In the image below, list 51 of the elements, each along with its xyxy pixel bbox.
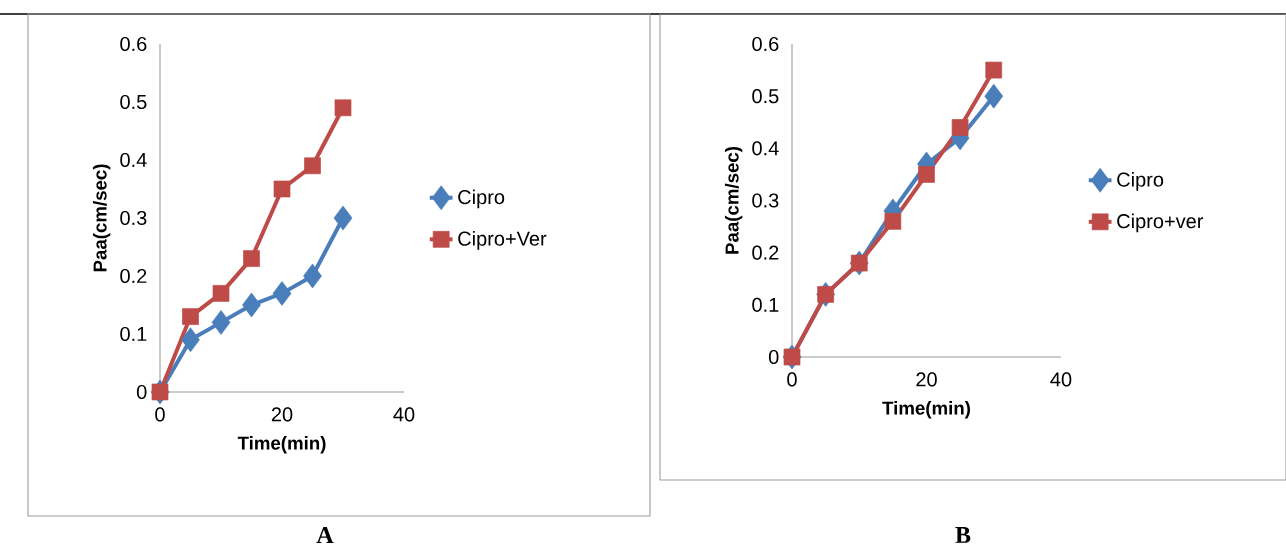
legend-label: Cipro+ver <box>1117 213 1204 233</box>
y-tick-label: 0.1 <box>752 297 779 312</box>
point <box>984 83 1004 109</box>
point <box>243 250 260 267</box>
point <box>884 213 902 230</box>
y-tick-label: 0.4 <box>752 141 779 156</box>
point <box>985 61 1003 79</box>
x-axis-title: Time(min) <box>882 401 970 419</box>
point <box>212 285 230 302</box>
point <box>334 99 352 117</box>
y-tick-label: 0.1 <box>120 326 147 342</box>
point <box>151 383 169 401</box>
y-tick-label: 0.2 <box>752 245 779 260</box>
point <box>242 292 261 318</box>
point <box>333 205 353 231</box>
point <box>303 263 322 289</box>
x-tick-label: 40 <box>393 407 415 422</box>
x-tick-label: 0 <box>787 372 797 387</box>
y-tick-label: 0.4 <box>120 152 147 168</box>
point <box>951 119 969 136</box>
legend-label: Cipro+Ver <box>458 231 547 250</box>
point <box>817 286 834 303</box>
legend-label: Cipro <box>1117 172 1164 191</box>
y-tick-label: 0 <box>136 384 147 400</box>
point <box>182 308 199 325</box>
y-axis-title: Paa(cm/sec) <box>92 164 111 272</box>
y-tick-label: 0.2 <box>120 268 147 284</box>
y-tick-label: 0 <box>768 349 779 365</box>
x-axis-title: Time(min) <box>237 436 326 454</box>
point <box>272 281 292 306</box>
point <box>783 348 801 366</box>
legend-label: Cipro <box>458 189 505 209</box>
y-tick-label: 0.5 <box>120 94 147 110</box>
y-tick-label: 0.3 <box>752 193 779 208</box>
x-tick-label: 20 <box>271 407 293 422</box>
point <box>304 157 321 175</box>
text: B <box>955 527 971 543</box>
y-tick-label: 0.6 <box>752 36 779 52</box>
x-tick-label: 0 <box>155 407 165 422</box>
y-tick-label: 0.5 <box>752 89 779 104</box>
point <box>850 254 868 272</box>
y-tick-label: 0.6 <box>120 36 147 52</box>
x-tick-label: 20 <box>916 372 937 387</box>
point <box>273 180 291 198</box>
text: A <box>316 527 334 543</box>
y-tick-label: 0.3 <box>120 210 147 226</box>
y-axis-title: Paa(cm/sec) <box>724 146 743 254</box>
point <box>181 327 200 353</box>
point <box>211 310 231 335</box>
point <box>918 166 935 183</box>
x-tick-label: 40 <box>1050 372 1072 387</box>
